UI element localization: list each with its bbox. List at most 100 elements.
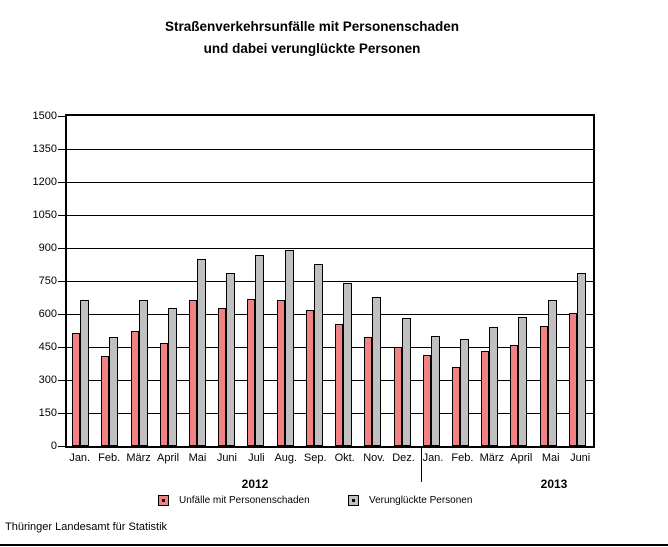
bar-unfaelle-Juli-2012 <box>247 299 256 446</box>
bar-verunglueckte-Juni-2013 <box>576 273 586 446</box>
year-separator-line <box>421 448 422 482</box>
legend-item-unfaelle: Unfälle mit Personenschaden <box>158 495 310 506</box>
y-axis-label-900: 900 <box>38 242 57 254</box>
y-axis-tick-1350 <box>58 149 65 150</box>
x-axis-label-Juli-2012: Juli <box>248 452 265 464</box>
chart-title-line2: und dabei verunglückte Personen <box>203 41 421 56</box>
y-axis-tick-1200 <box>58 182 65 183</box>
x-axis-label-Mai-2013: Mai <box>541 452 560 464</box>
x-axis-label-April-2012: April <box>157 452 180 464</box>
month-slot-2012-0 <box>67 116 96 446</box>
year-label-2013: 2013 <box>540 477 568 491</box>
bar-verunglueckte-April-2012 <box>167 308 177 446</box>
bar-unfaelle-Juni-2013 <box>568 313 577 446</box>
x-axis-label-April-2013: April <box>510 452 533 464</box>
month-slot-2012-3 <box>155 116 184 446</box>
plot-area <box>60 114 595 448</box>
x-axis-label-Feb-2012: Feb. <box>98 452 121 464</box>
month-slot-2013-4 <box>535 116 564 446</box>
bar-unfaelle-April-2013 <box>510 345 519 446</box>
y-axis-tick-0 <box>58 446 65 447</box>
bar-verunglueckte-Dez-2012 <box>401 318 411 446</box>
bar-verunglueckte-Juli-2012 <box>255 255 265 446</box>
bars-layer <box>67 116 593 446</box>
month-slot-2012-10 <box>359 116 388 446</box>
x-axis-label-Dez-2012: Dez. <box>392 452 415 464</box>
x-axis-label-März-2012: März <box>126 452 151 464</box>
gridline-750 <box>60 281 593 282</box>
x-axis-label-Juni-2012: Juni <box>216 452 237 464</box>
source-note: Thüringer Landesamt für Statistik <box>5 521 168 533</box>
month-slot-2013-1 <box>447 116 476 446</box>
legend-item-verunglueckte: Verunglückte Personen <box>348 495 472 506</box>
month-slot-2013-3 <box>505 116 534 446</box>
legend-label-unfaelle: Unfälle mit Personenschaden <box>179 495 310 506</box>
chart-title-line1: Straßenverkehrsunfälle mit Personenschad… <box>164 19 460 34</box>
bar-verunglueckte-Okt-2012 <box>343 283 353 446</box>
legend-key-unfaelle-icon <box>158 495 169 506</box>
y-axis-label-600: 600 <box>38 308 57 320</box>
bar-unfaelle-März-2012 <box>130 331 139 446</box>
month-slot-2013-0 <box>418 116 447 446</box>
bar-unfaelle-April-2012 <box>159 343 168 446</box>
month-slot-2012-6 <box>242 116 271 446</box>
bar-unfaelle-Mai-2013 <box>539 326 548 446</box>
y-axis-tick-1500 <box>58 116 65 117</box>
bar-verunglueckte-März-2012 <box>138 300 148 446</box>
y-axis-label-450: 450 <box>38 341 57 353</box>
x-axis-label-Juni-2013: Juni <box>570 452 591 464</box>
bar-verunglueckte-Jan-2012 <box>80 300 90 446</box>
month-slot-2012-5 <box>213 116 242 446</box>
y-axis-label-1200: 1200 <box>32 176 57 188</box>
bar-unfaelle-Jan-2013 <box>422 355 431 446</box>
y-axis-label-750: 750 <box>38 275 57 287</box>
gridline-300 <box>60 380 593 381</box>
bar-unfaelle-Juni-2012 <box>218 308 227 446</box>
month-slot-2012-9 <box>330 116 359 446</box>
x-axis-label-März-2013: März <box>479 452 505 464</box>
y-axis-tick-750 <box>58 281 65 282</box>
gridline-450 <box>60 347 593 348</box>
bar-unfaelle-Sep-2012 <box>305 310 314 446</box>
bar-verunglueckte-Sep-2012 <box>313 264 323 446</box>
bar-verunglueckte-März-2013 <box>489 327 499 446</box>
bar-verunglueckte-Aug-2012 <box>284 250 294 446</box>
gridline-600 <box>60 314 593 315</box>
x-axis-label-Jan-2012: Jan. <box>69 452 91 464</box>
y-axis-label-1500: 1500 <box>32 110 57 122</box>
y-axis-tick-600 <box>58 314 65 315</box>
month-slot-2013-2 <box>476 116 505 446</box>
month-slot-2012-8 <box>301 116 330 446</box>
bar-verunglueckte-Juni-2012 <box>226 273 236 446</box>
x-axis-label-Feb-2013: Feb. <box>451 452 474 464</box>
bar-unfaelle-Aug-2012 <box>276 300 285 446</box>
month-slot-2012-1 <box>96 116 125 446</box>
legend-label-verunglueckte: Verunglückte Personen <box>369 495 473 506</box>
x-axis-label-Jan-2013: Jan. <box>422 452 444 464</box>
x-axis-label-Okt-2012: Okt. <box>334 452 355 464</box>
y-axis-tick-300 <box>58 380 65 381</box>
gridline-150 <box>60 413 593 414</box>
gridline-1350 <box>60 149 593 150</box>
legend-key-verunglueckte-icon <box>348 495 359 506</box>
x-axis: Jan. Feb. März April Mai Juni Juli Aug. Sep. Okt.… <box>65 452 595 464</box>
bar-unfaelle-Feb-2013 <box>451 367 460 446</box>
gridline-1050 <box>60 215 593 216</box>
bar-unfaelle-Nov-2012 <box>364 337 373 446</box>
x-axis-label-Mai-2012: Mai <box>188 452 207 464</box>
bar-unfaelle-Okt-2012 <box>335 324 344 446</box>
bar-verunglueckte-Mai-2012 <box>196 259 206 446</box>
bottom-border-line <box>0 544 668 546</box>
gridline-900 <box>60 248 593 249</box>
bar-verunglueckte-Jan-2013 <box>430 336 440 446</box>
y-axis-tick-450 <box>58 347 65 348</box>
y-axis-label-300: 300 <box>38 374 57 386</box>
bar-verunglueckte-Feb-2013 <box>459 339 469 446</box>
bar-unfaelle-Feb-2012 <box>101 356 110 446</box>
bar-unfaelle-März-2013 <box>481 351 490 446</box>
bar-unfaelle-Mai-2012 <box>188 300 197 446</box>
gridline-1200 <box>60 182 593 183</box>
month-slot-2012-4 <box>184 116 213 446</box>
y-axis-label-1050: 1050 <box>32 209 57 221</box>
y-axis-tick-900 <box>58 248 65 249</box>
